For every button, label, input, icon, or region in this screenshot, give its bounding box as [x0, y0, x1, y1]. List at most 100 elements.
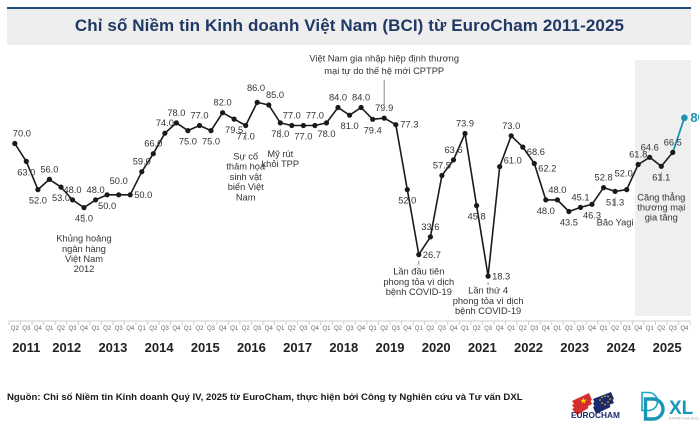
svg-text:Q2: Q2: [195, 326, 204, 332]
svg-text:2023: 2023: [560, 340, 589, 355]
svg-text:75.0: 75.0: [202, 137, 220, 147]
svg-text:khỏi TPP: khỏi TPP: [262, 159, 300, 169]
svg-text:77.0: 77.0: [294, 132, 312, 142]
svg-text:77.0: 77.0: [190, 111, 208, 121]
svg-text:EUROCHAM: EUROCHAM: [571, 410, 620, 420]
svg-text:Q2: Q2: [657, 326, 666, 332]
svg-text:Q4: Q4: [172, 326, 181, 332]
svg-text:2014: 2014: [145, 340, 175, 355]
svg-text:Q2: Q2: [611, 326, 620, 332]
svg-text:Q1: Q1: [230, 326, 239, 332]
svg-text:82.0: 82.0: [214, 98, 232, 108]
svg-text:Q3: Q3: [115, 326, 124, 332]
svg-text:Q1: Q1: [415, 326, 424, 332]
svg-text:Q1: Q1: [507, 326, 516, 332]
svg-text:Q4: Q4: [588, 326, 597, 332]
svg-text:52.0: 52.0: [398, 196, 416, 206]
svg-text:50.0: 50.0: [134, 190, 152, 200]
svg-text:80.0: 80.0: [690, 110, 699, 125]
svg-text:Q1: Q1: [646, 326, 655, 332]
svg-text:Q1: Q1: [184, 326, 193, 332]
svg-text:66.0: 66.0: [144, 139, 162, 149]
svg-text:Lần thứ 4: Lần thứ 4: [468, 286, 508, 296]
svg-text:Q2: Q2: [334, 326, 343, 332]
svg-text:Q4: Q4: [403, 326, 412, 332]
svg-text:Q3: Q3: [392, 326, 401, 332]
svg-text:bệnh COVID-19: bệnh COVID-19: [455, 306, 521, 316]
svg-text:Q2: Q2: [103, 326, 112, 332]
svg-text:Q3: Q3: [161, 326, 170, 332]
svg-text:Q2: Q2: [380, 326, 389, 332]
svg-text:Q3: Q3: [68, 326, 77, 332]
svg-text:Q1: Q1: [322, 326, 331, 332]
svg-text:Q1: Q1: [45, 326, 54, 332]
svg-text:gia tăng: gia tăng: [645, 213, 678, 223]
svg-text:33.6: 33.6: [421, 222, 439, 232]
svg-text:48.0: 48.0: [548, 185, 566, 195]
svg-text:Q4: Q4: [634, 326, 643, 332]
svg-text:Việt Nam: Việt Nam: [65, 254, 103, 264]
svg-text:2022: 2022: [514, 340, 543, 355]
svg-text:Q3: Q3: [669, 326, 678, 332]
svg-text:74.0: 74.0: [156, 118, 174, 128]
svg-text:Q2: Q2: [519, 326, 528, 332]
svg-text:52.8: 52.8: [595, 173, 613, 183]
svg-text:77.3: 77.3: [400, 120, 418, 130]
svg-text:Q3: Q3: [253, 326, 262, 332]
svg-text:50.0: 50.0: [110, 176, 128, 186]
svg-text:68.6: 68.6: [527, 147, 545, 157]
svg-text:Q4: Q4: [34, 326, 43, 332]
svg-text:48.0: 48.0: [87, 185, 105, 195]
svg-text:Q1: Q1: [369, 326, 378, 332]
svg-text:Q4: Q4: [311, 326, 320, 332]
svg-text:52.0: 52.0: [615, 169, 633, 179]
svg-text:Nam: Nam: [236, 192, 256, 202]
svg-text:ngân hàng: ngân hàng: [62, 244, 106, 254]
svg-text:Q2: Q2: [149, 326, 158, 332]
svg-text:26.7: 26.7: [423, 250, 441, 260]
svg-text:2024: 2024: [606, 340, 636, 355]
svg-text:2016: 2016: [237, 340, 266, 355]
svg-text:2020: 2020: [422, 340, 451, 355]
svg-text:Khủng hoảng: Khủng hoảng: [56, 234, 111, 244]
svg-text:Q3: Q3: [484, 326, 493, 332]
svg-text:Q2: Q2: [57, 326, 66, 332]
svg-text:Q1: Q1: [461, 326, 470, 332]
svg-text:56.0: 56.0: [40, 164, 58, 174]
svg-text:Q2: Q2: [242, 326, 251, 332]
svg-text:Mỹ rút: Mỹ rút: [267, 149, 293, 159]
svg-text:84.0: 84.0: [329, 93, 347, 103]
svg-text:64.6: 64.6: [641, 142, 659, 152]
svg-text:Q3: Q3: [438, 326, 447, 332]
svg-text:Q4: Q4: [219, 326, 228, 332]
svg-text:86.0: 86.0: [247, 83, 265, 93]
svg-text:62.2: 62.2: [538, 164, 556, 174]
svg-text:phong tỏa vì dịch: phong tỏa vì dịch: [453, 296, 524, 306]
svg-text:2018: 2018: [329, 340, 358, 355]
svg-text:18.3: 18.3: [492, 272, 510, 282]
svg-text:Bão Yagi: Bão Yagi: [597, 217, 634, 227]
svg-text:59.0: 59.0: [133, 157, 151, 167]
svg-text:Q1: Q1: [138, 326, 147, 332]
svg-text:Q4: Q4: [265, 326, 274, 332]
svg-text:73.0: 73.0: [502, 121, 520, 131]
svg-text:phong tỏa vì dịch: phong tỏa vì dịch: [383, 277, 454, 287]
svg-text:Q1: Q1: [92, 326, 101, 332]
svg-text:mại tự do thế hệ mới CPTPP: mại tự do thế hệ mới CPTPP: [324, 66, 444, 76]
svg-text:50.0: 50.0: [98, 201, 116, 211]
svg-text:48.0: 48.0: [63, 185, 81, 195]
svg-text:2025: 2025: [653, 340, 682, 355]
svg-text:2015: 2015: [191, 340, 220, 355]
svg-text:77.0: 77.0: [306, 111, 324, 121]
svg-text:Q4: Q4: [80, 326, 89, 332]
svg-text:bệnh COVID-19: bệnh COVID-19: [386, 287, 452, 297]
svg-text:2017: 2017: [283, 340, 312, 355]
svg-text:2012: 2012: [52, 340, 81, 355]
svg-text:Lần đầu tiên: Lần đầu tiên: [393, 267, 444, 277]
svg-text:78.0: 78.0: [167, 108, 185, 118]
svg-text:Q1: Q1: [553, 326, 562, 332]
svg-text:Q4: Q4: [496, 326, 505, 332]
svg-text:45.1: 45.1: [571, 192, 589, 202]
svg-text:61.0: 61.0: [504, 156, 522, 166]
svg-text:EXPERT-LED SOLUTIONS: EXPERT-LED SOLUTIONS: [669, 417, 699, 421]
